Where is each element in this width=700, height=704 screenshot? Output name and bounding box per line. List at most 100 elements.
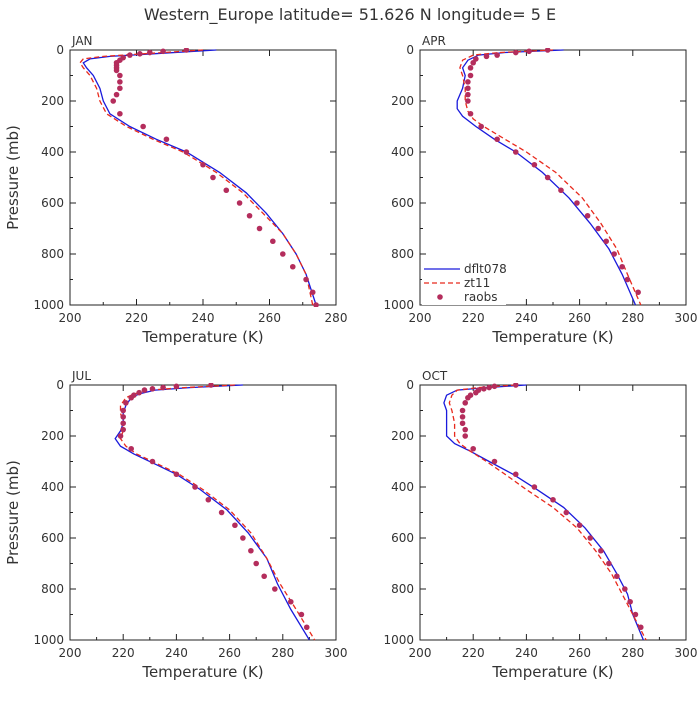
raobs-point — [149, 386, 156, 392]
raobs-point — [627, 598, 633, 605]
raobs-point — [136, 389, 142, 396]
raobs-point — [173, 471, 180, 478]
y-tick-label: 1000 — [33, 633, 64, 647]
raobs-point — [606, 560, 612, 567]
x-tick-label: 260 — [218, 646, 241, 660]
y-tick-label: 400 — [41, 145, 64, 159]
raobs-point — [141, 387, 148, 393]
legend-swatch-dot — [437, 294, 443, 300]
x-tick-label: 240 — [515, 646, 538, 660]
raobs-point — [494, 136, 500, 143]
zt11-line — [119, 384, 316, 641]
raobs-point — [253, 560, 259, 567]
y-tick-label: 200 — [391, 94, 414, 108]
raobs-point — [248, 547, 254, 554]
panel-label: APR — [422, 34, 446, 48]
raobs-point — [574, 200, 580, 206]
y-tick-label: 400 — [41, 480, 64, 494]
raobs-point — [635, 289, 641, 296]
raobs-point — [467, 110, 474, 117]
x-tick-label: 280 — [621, 311, 644, 325]
raobs-point — [598, 547, 604, 554]
y-tick-label: 400 — [391, 480, 414, 494]
raobs-point — [576, 522, 583, 529]
y-tick-label: 800 — [391, 582, 414, 596]
raobs-point — [309, 289, 316, 296]
y-tick-label: 600 — [41, 531, 64, 545]
zt11-line — [459, 49, 642, 306]
raobs-point — [459, 420, 466, 427]
panel-label: JAN — [71, 34, 93, 48]
raobs-point — [200, 161, 206, 168]
y-tick-label: 200 — [41, 429, 64, 443]
raobs-point — [486, 384, 492, 391]
y-tick-label: 0 — [56, 43, 64, 57]
x-tick-label: 260 — [568, 646, 591, 660]
plot-area — [443, 383, 647, 641]
x-tick-label: 220 — [462, 646, 485, 660]
raobs-point — [149, 458, 156, 465]
raobs-point — [280, 251, 286, 257]
x-tick-label: 280 — [271, 646, 294, 660]
raobs-point — [512, 49, 519, 56]
raobs-point — [183, 48, 190, 53]
x-tick-label: 300 — [325, 646, 348, 660]
y-tick-label: 0 — [406, 43, 414, 57]
raobs-point — [614, 573, 620, 580]
raobs-point — [512, 149, 519, 155]
raobs-point — [137, 51, 143, 57]
raobs-point — [462, 426, 469, 433]
raobs-point — [473, 389, 479, 396]
raobs-point — [183, 149, 190, 155]
raobs-point — [117, 72, 123, 79]
raobs-point — [544, 48, 551, 53]
raobs-point — [467, 65, 474, 71]
raobs-point — [465, 85, 471, 92]
panels: 200 220 240 260 280 0 200 400 600 800 1000 JAN Tempe… — [4, 34, 697, 681]
raobs-point — [512, 383, 519, 388]
raobs-point — [240, 535, 246, 541]
x-tick-label: 240 — [192, 311, 215, 325]
raobs-point — [160, 384, 166, 391]
raobs-point — [223, 187, 230, 194]
y-tick-label: 1000 — [383, 633, 414, 647]
raobs-point — [236, 200, 243, 206]
raobs-point — [603, 238, 609, 245]
y-tick-label: 600 — [391, 196, 414, 210]
panel-label: OCT — [422, 369, 448, 383]
raobs-point — [491, 458, 498, 465]
raobs-point — [531, 484, 538, 490]
raobs-point — [128, 445, 134, 452]
x-tick-label: 280 — [325, 311, 348, 325]
raobs-point — [465, 394, 471, 401]
raobs-point — [470, 445, 477, 452]
raobs-point — [246, 212, 253, 219]
raobs-point — [289, 263, 296, 270]
raobs-point — [619, 263, 625, 270]
raobs-point — [526, 48, 532, 55]
y-tick-label: 1000 — [383, 298, 414, 312]
raobs-point — [120, 414, 126, 420]
y-tick-label: 0 — [56, 378, 64, 392]
raobs-point — [160, 48, 166, 55]
raobs-point — [462, 400, 469, 406]
raobs-point — [313, 302, 319, 307]
raobs-point — [470, 59, 477, 66]
raobs-point — [595, 225, 602, 232]
raobs-point — [218, 509, 225, 516]
raobs-point — [192, 484, 198, 490]
panel-oct: 200 220 240 260 280 300 0 200 400 600 800 1000 OCT Te… — [383, 369, 697, 681]
legend-label: dflt078 — [464, 262, 507, 276]
raobs-point — [512, 471, 519, 478]
y-tick-label: 0 — [406, 378, 414, 392]
x-axis-label: Temperature (K) — [491, 328, 613, 346]
raobs-point — [632, 611, 639, 618]
x-axis-label: Temperature (K) — [141, 663, 263, 681]
figure-title: Western_Europe latitude= 51.626 N longit… — [144, 5, 556, 25]
panel-jul: 200 220 240 260 280 300 0 200 400 600 800 1000 JUL Te… — [4, 369, 347, 681]
raobs-point — [256, 225, 263, 232]
x-tick-label: 300 — [675, 646, 698, 660]
raobs-point — [113, 67, 120, 74]
raobs-point — [637, 624, 644, 631]
